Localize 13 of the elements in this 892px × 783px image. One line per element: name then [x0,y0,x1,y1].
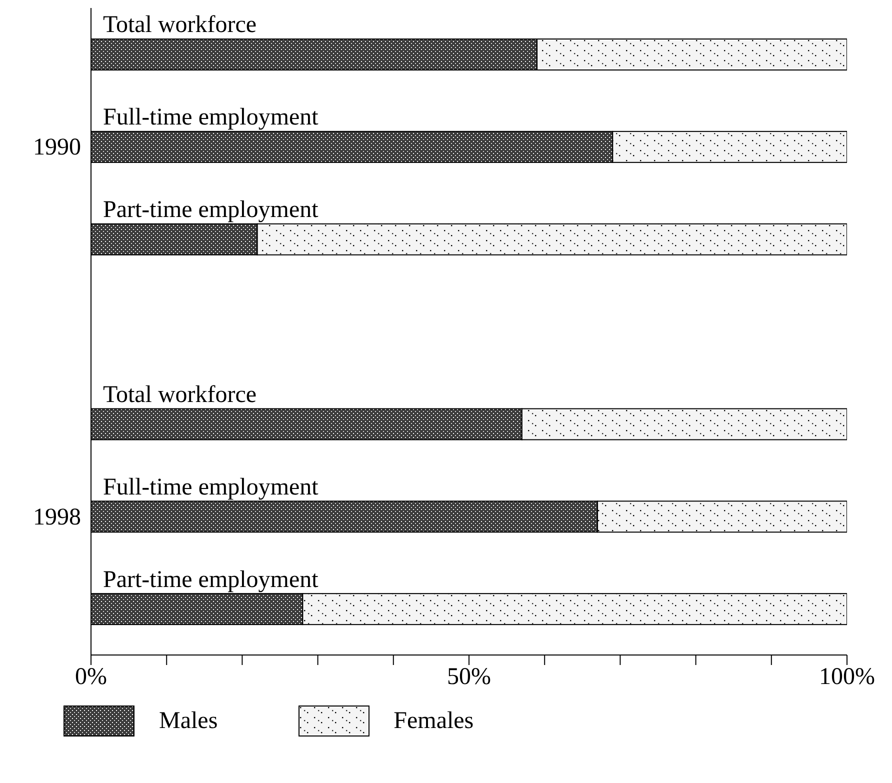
x-tick-label: 50% [447,664,491,690]
text: 1990 [33,134,81,161]
legend-label: Males [159,708,218,734]
legend-label: Females [394,708,474,734]
y-tick-label: Full-time employment [103,474,319,500]
x-tick-label: 100% [819,664,875,690]
y-tick-label: Total workforce [103,12,257,38]
y-tick-label: Part-time employment [103,197,319,224]
text: 1998 [33,504,81,530]
x-tick-label: 0% [75,664,107,690]
y-tick-label: Full-time employment [103,104,319,131]
y-tick-label: Part-time employment [103,566,319,593]
y-tick-label: Total workforce [103,382,257,408]
